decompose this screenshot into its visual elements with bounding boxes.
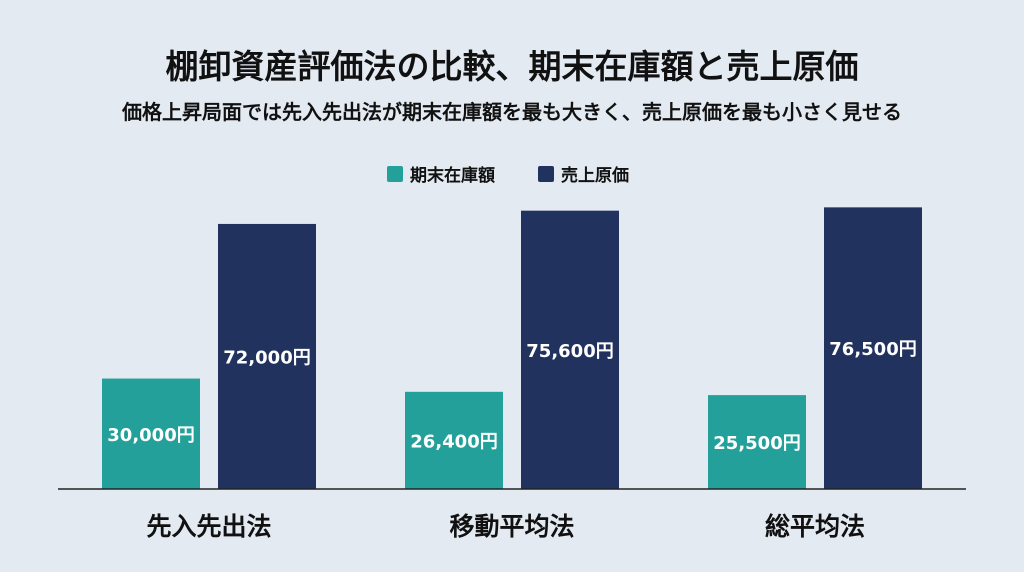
bar-ending-inventory-2 [708, 395, 806, 489]
bar-cost-of-sales-1 [521, 210, 619, 489]
legend-swatch-ending-inventory [387, 166, 403, 182]
data-label-cost-of-sales-2: 76,500円 [829, 339, 916, 360]
bars-group [102, 207, 922, 490]
x-tick-labels: 先入先出法 移動平均法 総平均法 [146, 512, 865, 541]
data-label-ending-inventory-0: 30,000円 [107, 425, 194, 446]
chart-title: 棚卸資産評価法の比較、期末在庫額と売上原価 [166, 47, 859, 86]
bar-ending-inventory-1 [405, 391, 503, 489]
data-label-cost-of-sales-1: 75,600円 [526, 341, 613, 362]
bar-cost-of-sales-2 [824, 207, 922, 490]
bar-labels-group: 30,000円 72,000円 26,400円 75,600円 25,500円 76,50… [107, 339, 916, 454]
data-label-ending-inventory-2: 25,500円 [713, 433, 800, 454]
legend-label-cost-of-sales: 売上原価 [561, 165, 629, 186]
x-tick-label-2: 総平均法 [765, 512, 865, 541]
x-tick-label-1: 移動平均法 [449, 512, 574, 541]
data-label-ending-inventory-1: 26,400円 [410, 431, 497, 452]
legend-label-ending-inventory: 期末在庫額 [410, 165, 495, 186]
legend: 期末在庫額 売上原価 [387, 165, 629, 186]
data-label-cost-of-sales-0: 72,000円 [223, 347, 310, 368]
bar-ending-inventory-0 [102, 378, 200, 489]
legend-swatch-cost-of-sales [538, 166, 554, 182]
x-tick-label-0: 先入先出法 [146, 512, 271, 541]
chart-subtitle: 価格上昇局面では先入先出法が期末在庫額を最も大きく、売上原価を最も小さく見せる [121, 100, 902, 124]
bar-cost-of-sales-0 [218, 223, 316, 489]
